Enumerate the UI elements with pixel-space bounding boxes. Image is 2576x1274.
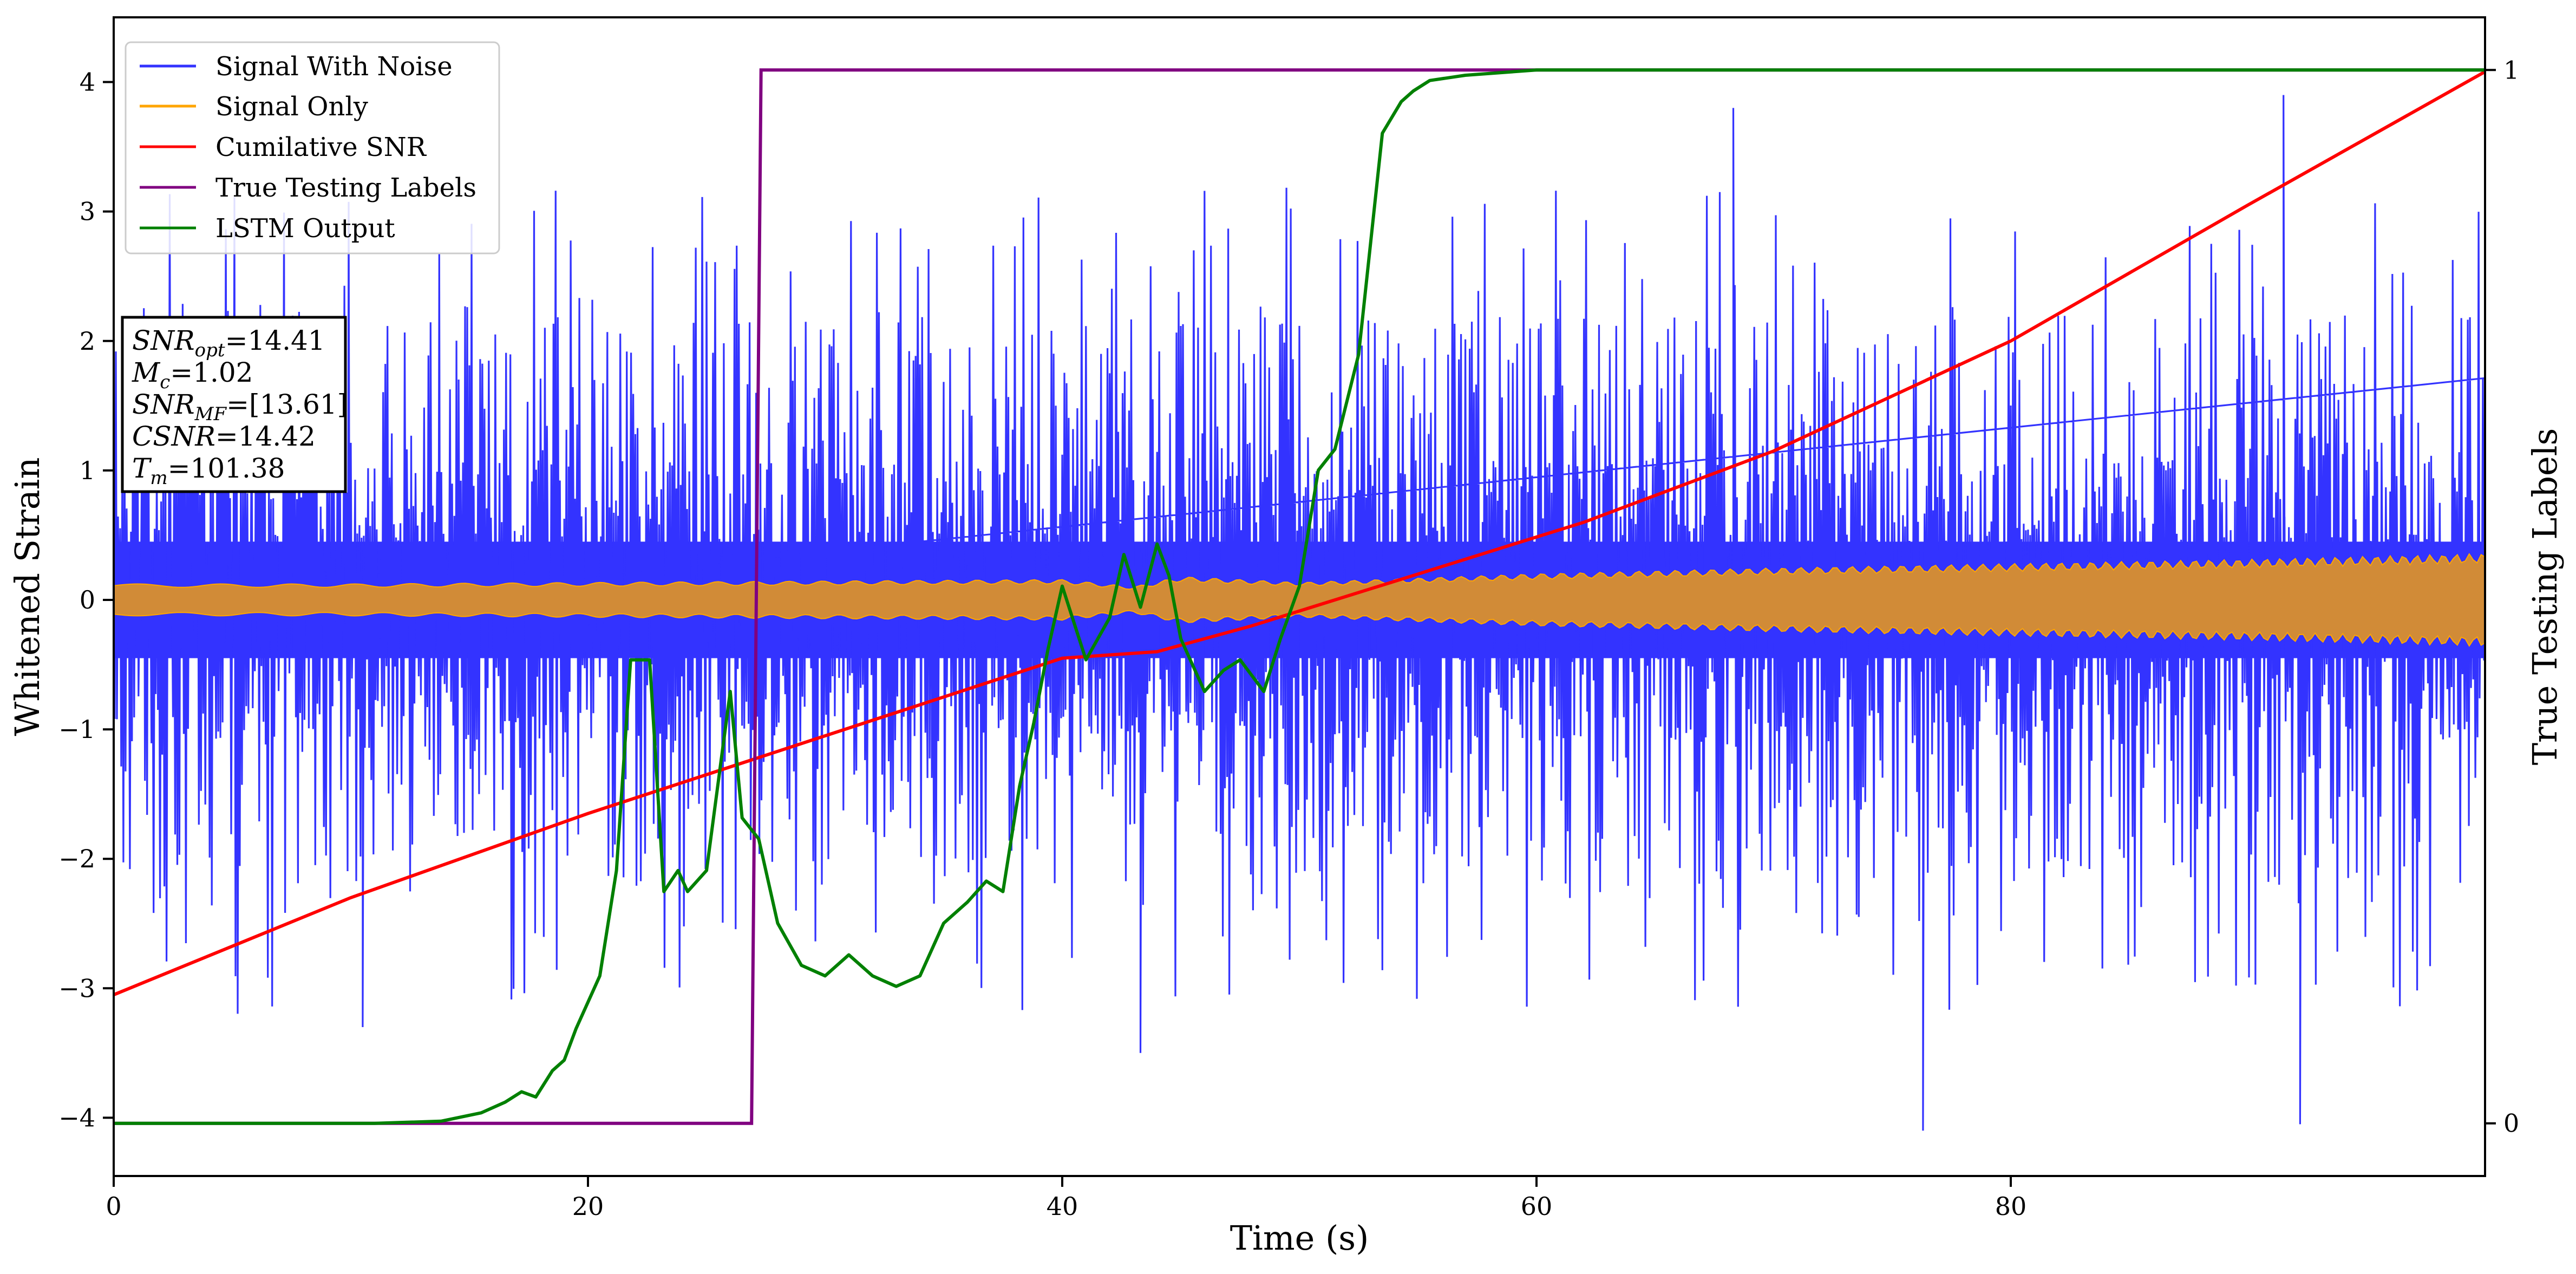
- y2-tick-label: 1: [2503, 55, 2519, 84]
- y-tick-label: 4: [80, 68, 95, 97]
- y-axis-label: Whitened Strain: [8, 458, 47, 736]
- x-tick-label: 40: [1047, 1192, 1078, 1221]
- y2-axis-label: True Testing Labels: [2525, 428, 2565, 766]
- y-tick-label: −2: [58, 844, 95, 873]
- y-tick-label: −1: [58, 715, 95, 744]
- plot-frame: [113, 16, 2486, 1177]
- annotation-tm: Tm=101.38: [132, 453, 285, 489]
- legend-label-lstm-output: LSTM Output: [215, 213, 395, 244]
- annotation-csnr: CSNR=14.42: [132, 421, 316, 452]
- y-tick-label: 0: [80, 585, 95, 615]
- annotation-mc: Mc=1.02: [132, 357, 253, 393]
- y-tick-label: −3: [58, 974, 95, 1003]
- x-tick-label: 60: [1521, 1192, 1553, 1221]
- y-tick-label: 1: [80, 456, 95, 485]
- legend-label-signal-with-noise: Signal With Noise: [215, 51, 453, 82]
- y2-tick-label: 0: [2503, 1109, 2519, 1138]
- legend-label-cumulative-snr: Cumilative SNR: [215, 132, 427, 162]
- annotation-box: SNRopt=14.41 Mc=1.02 SNRMF=[13.61] CSNR=…: [121, 316, 348, 493]
- legend: Signal With Noise Signal Only Cumilative…: [125, 41, 500, 254]
- series-lstm-output: [114, 68, 2485, 1125]
- y-tick-label: 3: [80, 197, 95, 226]
- annotation-snr-opt: SNRopt=14.41: [132, 325, 325, 361]
- series-cumulative-snr: [114, 70, 2485, 997]
- x-tick-label: 20: [572, 1192, 604, 1221]
- x-tick-label: 0: [106, 1192, 121, 1221]
- x-axis-label: Time (s): [1230, 1218, 1369, 1258]
- annotation-snr-mf: SNRMF=[13.61]: [132, 389, 348, 425]
- legend-label-signal-only: Signal Only: [215, 92, 368, 122]
- legend-label-true-labels: True Testing Labels: [215, 173, 476, 203]
- y-tick-label: −4: [58, 1103, 95, 1132]
- plot-area: [114, 68, 2485, 1131]
- x-tick-label: 80: [1995, 1192, 2027, 1221]
- y-tick-label: 2: [80, 326, 95, 356]
- series-signal-only: [114, 553, 2485, 647]
